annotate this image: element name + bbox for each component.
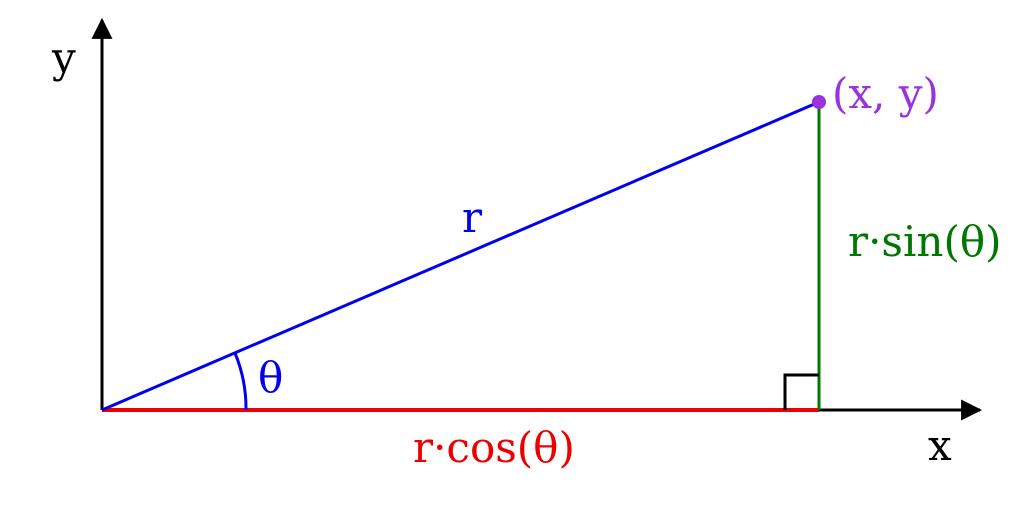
angle-arc: [233, 352, 248, 411]
hypotenuse-label: r: [462, 193, 483, 242]
right-angle-marker: [783, 373, 819, 410]
point-label: (x, y): [832, 69, 939, 118]
angle-label: θ: [258, 353, 283, 402]
point-marker: [812, 95, 826, 109]
x-axis-label: x: [928, 421, 952, 470]
y-axis-label: y: [51, 33, 76, 82]
opposite-label: r·sin(θ): [848, 217, 1002, 266]
adjacent-label: r·cos(θ): [413, 423, 575, 472]
hypotenuse: [101, 100, 820, 412]
